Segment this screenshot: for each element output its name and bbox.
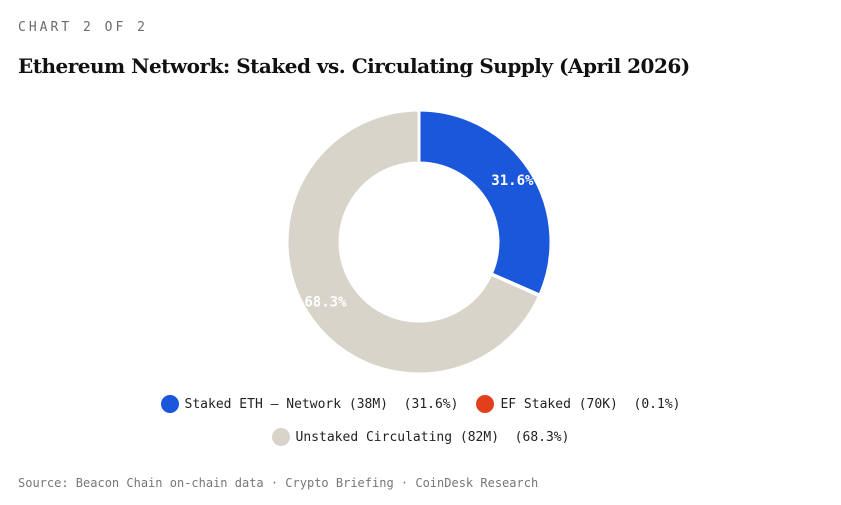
chart-kicker: CHART 2 OF 2 — [18, 20, 148, 35]
legend-row-2: Unstaked Circulating (82M) (68.3%) — [0, 428, 841, 446]
legend-item-staked-eth: Staked ETH — Network (38M) (31.6%) — [160, 395, 459, 413]
legend-swatch-ef-staked — [476, 395, 495, 413]
donut-chart: 31.6% 68.3% — [285, 108, 553, 376]
legend-label-ef-staked: EF Staked (70K) (0.1%) — [500, 396, 681, 412]
donut-slice-staked-eth-network — [417, 108, 553, 298]
source-note: Source: Beacon Chain on-chain data · Cry… — [18, 476, 539, 490]
legend-row-1: Staked ETH — Network (38M) (31.6%) EF St… — [0, 395, 841, 413]
legend-item-ef-staked: EF Staked (70K) (0.1%) — [476, 395, 680, 413]
chart-title: Ethereum Network: Staked vs. Circulating… — [18, 54, 690, 78]
legend-swatch-unstaked — [271, 428, 290, 446]
slice-label-staked-eth-network: 31.6% — [491, 173, 534, 189]
slice-label-unstaked-circulating: 68.3% — [304, 295, 347, 311]
donut-slice-unstaked-circulating — [285, 108, 542, 376]
legend-item-unstaked: Unstaked Circulating (82M) (68.3%) — [271, 428, 570, 446]
legend-label-unstaked: Unstaked Circulating (82M) (68.3%) — [295, 429, 570, 445]
legend-label-staked-eth: Staked ETH — Network (38M) (31.6%) — [184, 396, 459, 412]
legend-swatch-staked-eth — [160, 395, 179, 413]
